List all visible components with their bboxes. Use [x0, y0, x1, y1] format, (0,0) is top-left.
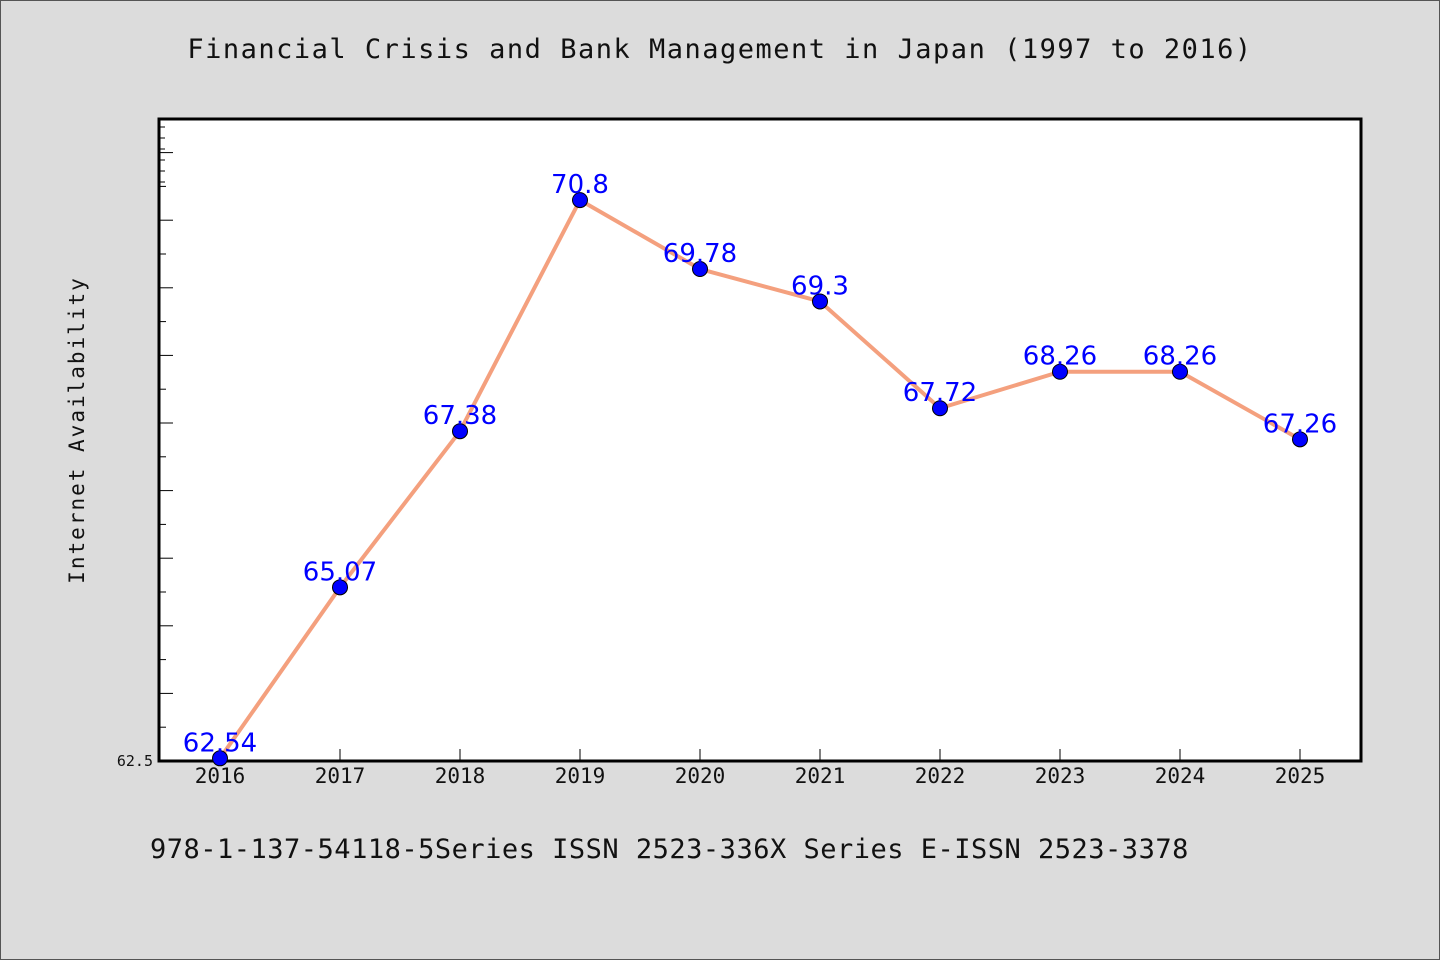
data-point — [572, 192, 588, 209]
data-label: 68.26 — [1023, 342, 1097, 372]
plot-area — [157, 117, 1363, 763]
data-label: 70.8 — [551, 170, 609, 200]
x-tick-label: 2021 — [795, 764, 846, 788]
x-tick-label: 2017 — [315, 764, 366, 788]
x-tick-label: 2018 — [435, 764, 486, 788]
y-tick-label: 62.5 — [117, 752, 153, 770]
data-label: 67.72 — [903, 378, 977, 408]
data-label: 65.07 — [303, 557, 377, 587]
data-point — [692, 261, 708, 278]
data-label: 69.78 — [663, 239, 737, 269]
data-point — [1292, 431, 1308, 448]
chart-title: Financial Crisis and Bank Management in … — [187, 34, 1253, 65]
series-line — [218, 198, 1302, 761]
x-tick-label: 2020 — [675, 764, 726, 788]
data-label: 68.26 — [1143, 342, 1217, 372]
data-label: 62.54 — [183, 728, 257, 758]
x-tick-label: 2016 — [195, 764, 246, 788]
data-point — [1172, 363, 1188, 380]
x-tick-label: 2019 — [555, 764, 606, 788]
x-tick-label: 2024 — [1155, 764, 1206, 788]
x-tick-label: 2025 — [1275, 764, 1326, 788]
data-point — [452, 423, 468, 440]
data-point — [212, 750, 228, 767]
data-label: 67.38 — [423, 401, 497, 431]
data-label: 67.26 — [1263, 409, 1337, 439]
y-axis-label: Internet Availability — [65, 276, 89, 584]
x-tick-label: 2023 — [1035, 764, 1086, 788]
data-label: 69.3 — [791, 271, 849, 301]
footer-isbn-text: 978-1-137-54118-5Series ISSN 2523-336X S… — [150, 834, 1189, 865]
x-tick-label: 2022 — [915, 764, 966, 788]
data-point — [332, 579, 348, 596]
data-point — [1052, 363, 1068, 380]
data-point — [812, 293, 828, 310]
data-point — [932, 400, 948, 417]
